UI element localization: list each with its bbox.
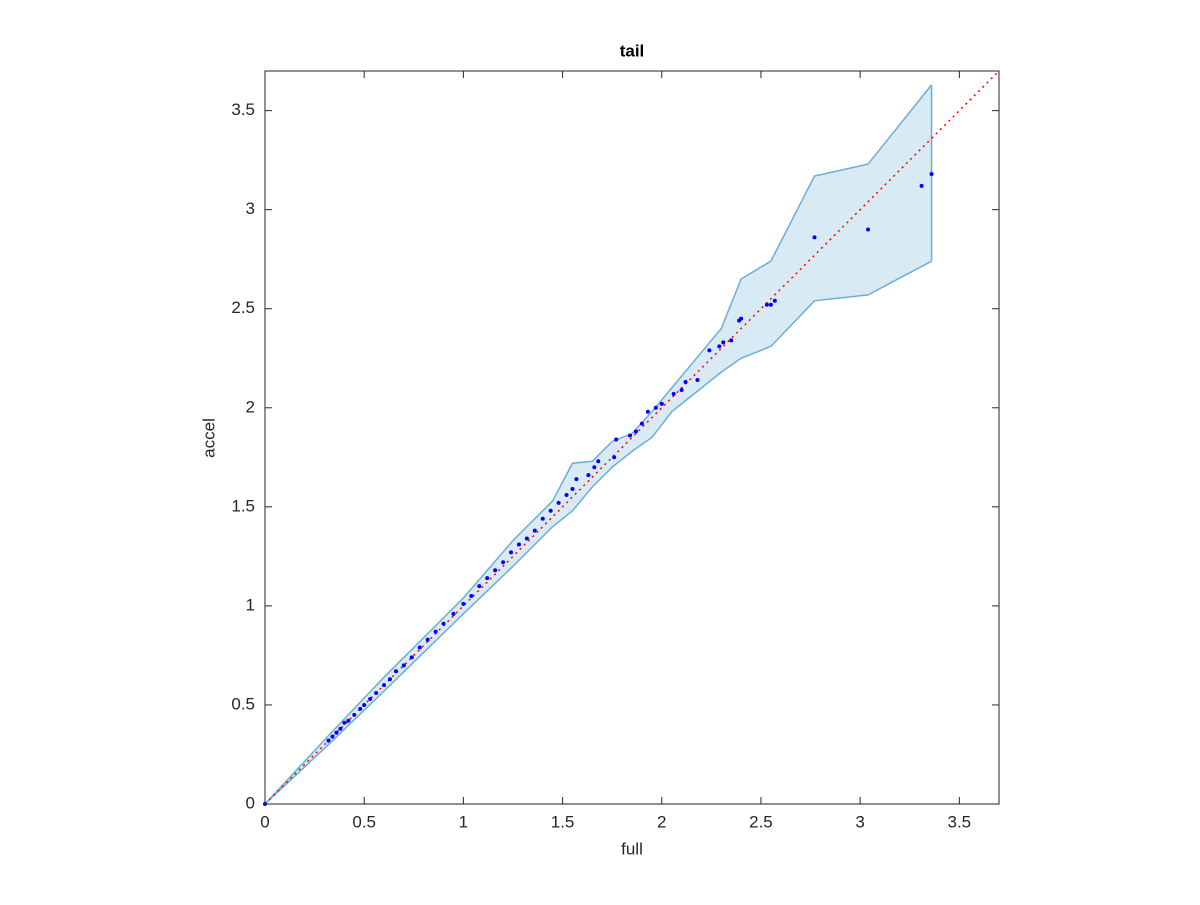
data-point [639,421,644,426]
y-tick-label: 1 [246,595,255,614]
data-point [409,655,414,660]
data-point [645,409,650,414]
data-point [628,433,633,438]
data-point [469,593,474,598]
data-point [346,718,351,723]
x-axis-label: full [621,839,643,858]
axes-box [264,70,1000,805]
x-tick-label: 2 [657,812,666,831]
data-point [368,697,373,702]
data-point [548,508,553,513]
data-point [707,348,712,353]
data-point [564,492,569,497]
reference-line [264,70,1000,805]
data-point [671,391,676,396]
y-tick-label: 0.5 [231,694,255,713]
band-upper [264,84,933,805]
data-point [695,378,700,383]
data-point [425,637,430,642]
data-point [508,550,513,555]
data-point [596,459,601,464]
data-point [659,401,664,406]
data-point [717,344,722,349]
data-point [334,730,339,735]
data-point [556,500,561,505]
data-point [586,473,591,478]
data-point [612,455,617,460]
data-point [477,584,482,589]
data-point [614,437,619,442]
data-point [592,465,597,470]
data-point [721,340,726,345]
chart-title: tail [620,41,645,60]
x-tick-label: 2.5 [749,812,773,831]
y-tick-label: 3.5 [231,100,255,119]
data-point [679,387,684,392]
y-tick-label: 3 [246,199,255,218]
data-point [683,380,688,385]
data-point [532,528,537,533]
data-point [352,712,357,717]
data-point [382,683,387,688]
data-point [485,576,490,581]
x-tick-label: 1.5 [551,812,575,831]
data-point [540,516,545,521]
data-point [461,601,466,606]
y-tick-label: 2 [246,397,255,416]
data-point [501,560,506,565]
data-point [812,235,817,240]
data-point [516,542,521,547]
x-tick-label: 0 [260,812,269,831]
data-point [433,629,438,634]
data-point [768,302,773,307]
data-point [401,663,406,668]
data-point [570,487,575,492]
data-point [653,405,658,410]
band-lower [264,260,932,805]
data-point [524,536,529,541]
x-tick-label: 3.5 [948,812,972,831]
data-point [866,227,871,232]
data-point [393,669,398,674]
data-point [739,316,744,321]
data-point [451,611,456,616]
data-point [417,645,422,650]
data-point [338,726,343,731]
data-point [387,677,392,682]
x-tick-label: 0.5 [352,812,376,831]
data-point [772,298,777,303]
data-point [441,621,446,626]
data-point [729,338,734,343]
data-point [374,691,379,696]
data-point [342,720,347,725]
x-tick-label: 3 [855,812,864,831]
data-point [764,302,769,307]
data-point [326,738,331,743]
y-tick-label: 2.5 [231,298,255,317]
data-point [330,734,335,739]
y-axis-label: accel [199,418,218,458]
data-point [633,429,638,434]
y-tick-label: 0 [246,793,255,812]
data-point [929,172,934,177]
data-point [362,702,367,707]
data-point [358,706,363,711]
x-tick-label: 1 [459,812,468,831]
data-point [574,477,579,482]
y-tick-label: 1.5 [231,496,255,515]
data-point [919,183,924,188]
data-point [493,568,498,573]
